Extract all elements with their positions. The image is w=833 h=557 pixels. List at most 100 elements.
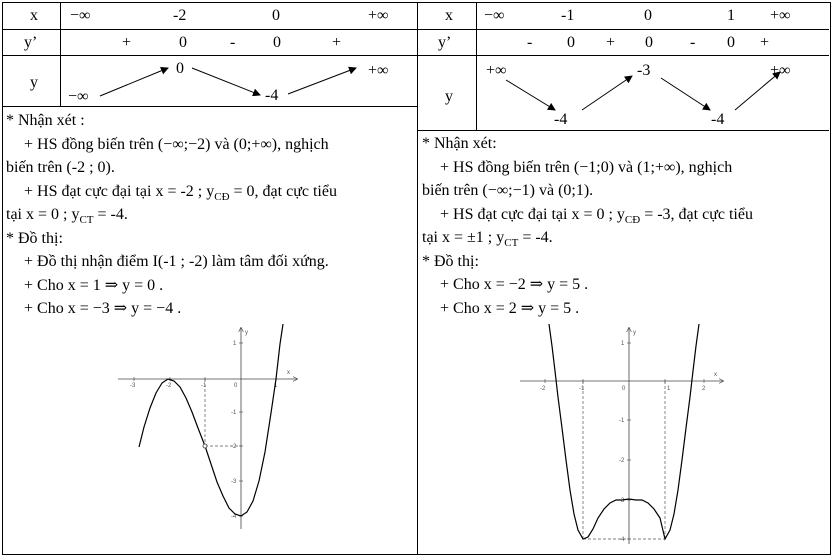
y-tick: -2 (619, 458, 625, 464)
yprime-sign: + (122, 34, 132, 51)
note-line: + HS đạt cực đại tại x = 0 ; yCĐ = -3, đ… (422, 203, 753, 227)
x-tick: 2 (702, 386, 706, 392)
y-tick: -2 (231, 444, 237, 450)
yprime-label: y’ (24, 34, 38, 51)
left-notes: * Nhận xét : + HS đồng biến trên (−∞;−2)… (6, 109, 337, 321)
yprime-sign: 0 (273, 34, 281, 51)
right-notes: * Nhận xét: + HS đồng biến trên (−1;0) v… (422, 132, 753, 320)
inflection-point (202, 443, 208, 449)
notes-heading: * Nhận xét : (6, 112, 85, 129)
arrow-up (734, 71, 781, 111)
x-tick: 1 (274, 383, 278, 389)
yprime-sign: + (760, 34, 770, 51)
graph-heading: * Đồ thị: (6, 229, 63, 247)
y-value: 0 (176, 60, 184, 77)
x-value: +∞ (770, 7, 791, 24)
y-value: +∞ (368, 62, 389, 79)
x-value: −∞ (484, 7, 505, 24)
y-tick: -3 (619, 498, 625, 504)
x-label: x (445, 7, 453, 24)
note-text: = -3, đạt cực tiểu (640, 205, 753, 223)
y-axis-label: y (633, 330, 636, 336)
right-graph: -2 -1 0 1 2 1 -1 -2 -3 -4 x y (520, 324, 728, 544)
y-value: −∞ (68, 88, 89, 105)
x-tick: 0 (622, 386, 626, 392)
note-text: = 0, đạt cực tiểu (229, 182, 337, 200)
arrow-down (191, 67, 261, 97)
note-line: biến trên (-2 ; 0). (6, 159, 115, 176)
x-axis-label: x (287, 370, 290, 376)
variation-arrows (99, 66, 357, 97)
yprime-sign: 0 (645, 34, 653, 51)
table-row-divider (2, 55, 417, 56)
x-value: 1 (727, 7, 735, 24)
x-tick: -2 (166, 383, 172, 389)
note-line: + HS đạt cực đại tại x = -2 ; yCĐ = 0, đ… (6, 180, 337, 204)
y-value: -4 (711, 111, 725, 128)
y-tick: 1 (233, 341, 237, 347)
table-row-divider (418, 29, 829, 30)
graph-heading: * Đồ thị: (422, 252, 479, 270)
variation-arrows (505, 71, 781, 111)
note-line: tại x = ±1 ; yCT = -4. (422, 226, 753, 250)
notes-heading: * Nhận xét: (422, 135, 497, 152)
note-line: + Đồ thị nhận điểm I(-1 ; -2) làm tâm đố… (24, 253, 329, 270)
right-column: x −∞ -1 0 1 +∞ y’ - 0 + 0 - 0 + y +∞ -4 … (418, 2, 829, 553)
yprime-sign: - (230, 34, 236, 51)
note-text: + HS đạt cực đại tại x = 0 ; y (440, 205, 625, 223)
note-sub: CT (79, 214, 94, 227)
note-text: tại x = ±1 ; y (422, 229, 505, 246)
yprime-sign: - (527, 34, 533, 51)
note-line: + Cho x = 2 ⇒ y = 5 . (440, 299, 580, 317)
y-tick: -3 (231, 479, 237, 485)
arrow-down (660, 77, 711, 111)
table-row-divider (418, 130, 829, 131)
y-value: -4 (554, 111, 568, 128)
cubic-curve (138, 324, 284, 517)
note-text: + HS đạt cực đại tại x = -2 ; y (24, 182, 215, 200)
table-row-divider (2, 106, 417, 107)
x-value: -2 (173, 7, 187, 24)
x-value: 0 (644, 7, 652, 24)
note-sub: CĐ (214, 190, 230, 203)
note-line: + HS đồng biến trên (−∞;−2) và (0;+∞), n… (24, 135, 329, 153)
x-label: x (30, 7, 38, 24)
note-sub: CT (504, 237, 519, 250)
y-label: y (445, 88, 453, 105)
x-value: +∞ (368, 7, 389, 24)
column-divider (417, 2, 418, 555)
x-value: −∞ (70, 7, 91, 24)
quartic-curve (548, 324, 700, 541)
left-column: x −∞ -2 0 +∞ y’ + 0 - 0 + y −∞ 0 -4 +∞ *… (2, 2, 417, 553)
y-tick: -1 (619, 418, 625, 424)
x-value: 0 (272, 7, 280, 24)
yprime-sign: + (606, 34, 616, 51)
y-value: -4 (265, 87, 279, 104)
x-value: -1 (561, 7, 575, 24)
yprime-sign: 0 (727, 34, 735, 51)
y-tick: -4 (231, 514, 237, 520)
yprime-sign: + (332, 34, 342, 51)
x-tick: -2 (540, 386, 546, 392)
x-tick: 1 (667, 386, 671, 392)
x-tick: -1 (579, 386, 585, 392)
y-tick: 1 (621, 341, 625, 347)
table-row-divider (2, 29, 417, 30)
y-tick: -4 (619, 537, 625, 543)
note-text: = -4. (518, 229, 553, 246)
note-sub: CĐ (624, 213, 641, 226)
note-line: + Cho x = −2 ⇒ y = 5 . (440, 276, 589, 293)
table-col-divider (476, 2, 477, 130)
left-variation-table: x −∞ -2 0 +∞ y’ + 0 - 0 + y −∞ 0 -4 +∞ (2, 2, 417, 107)
yprime-label: y’ (438, 34, 452, 51)
x-tick: -1 (201, 383, 207, 389)
note-text: tại x = 0 ; y (6, 206, 80, 223)
y-value: +∞ (486, 62, 507, 79)
arrow-down (505, 79, 556, 111)
table-col-divider (60, 2, 61, 106)
yprime-sign: - (690, 34, 696, 51)
left-graph: -3 -2 -1 0 1 1 -1 -2 -3 -4 x y (118, 324, 302, 529)
note-line: tại x = 0 ; yCT = -4. (6, 203, 337, 227)
yprime-sign: 0 (567, 34, 575, 51)
note-line: biến trên (−∞;−1) và (0;1). (422, 182, 594, 199)
